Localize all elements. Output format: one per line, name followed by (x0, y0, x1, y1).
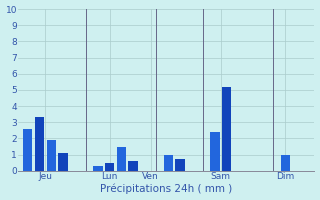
Bar (117, 147, 126, 171)
Bar (23, 129, 33, 171)
Bar (105, 163, 114, 171)
Bar (222, 87, 231, 171)
Bar (175, 159, 185, 171)
Bar (58, 153, 68, 171)
X-axis label: Précipitations 24h ( mm ): Précipitations 24h ( mm ) (100, 184, 233, 194)
Bar (210, 132, 220, 171)
Bar (93, 166, 103, 171)
Bar (46, 140, 56, 171)
Bar (128, 161, 138, 171)
Bar (35, 117, 44, 171)
Bar (164, 155, 173, 171)
Bar (281, 155, 290, 171)
